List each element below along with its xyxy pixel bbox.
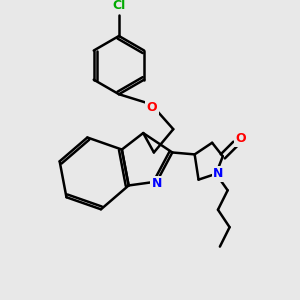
Text: N: N — [213, 167, 223, 180]
Text: O: O — [235, 132, 246, 146]
Text: O: O — [147, 101, 157, 114]
Text: Cl: Cl — [112, 0, 126, 12]
Text: N: N — [152, 177, 162, 190]
